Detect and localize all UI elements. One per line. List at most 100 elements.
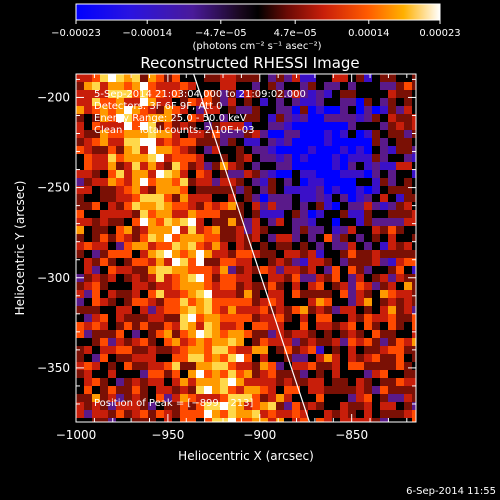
heatmap-cell bbox=[396, 218, 404, 226]
heatmap-cell bbox=[348, 322, 356, 330]
heatmap-cell bbox=[76, 306, 84, 314]
heatmap-cell bbox=[180, 298, 188, 306]
heatmap-cell bbox=[292, 322, 300, 330]
heatmap-cell bbox=[188, 306, 196, 314]
heatmap-cell bbox=[348, 154, 356, 162]
heatmap-cell bbox=[244, 282, 252, 290]
heatmap-cell bbox=[396, 410, 404, 418]
heatmap-cell bbox=[76, 218, 84, 226]
heatmap-cell bbox=[260, 330, 268, 338]
heatmap-cell bbox=[380, 98, 388, 106]
heatmap-cell bbox=[276, 218, 284, 226]
heatmap-cell bbox=[92, 146, 100, 154]
heatmap-cell bbox=[172, 322, 180, 330]
heatmap-cell bbox=[308, 338, 316, 346]
heatmap-cell bbox=[92, 338, 100, 346]
heatmap-cell bbox=[108, 418, 116, 422]
x-axis-label: Heliocentric X (arcsec) bbox=[178, 449, 314, 463]
heatmap-cell bbox=[276, 242, 284, 250]
heatmap-cell bbox=[412, 234, 416, 242]
heatmap-cell bbox=[396, 90, 404, 98]
heatmap-cell bbox=[388, 258, 396, 266]
heatmap-cell bbox=[124, 98, 132, 106]
heatmap-cell bbox=[388, 138, 396, 146]
heatmap-cell bbox=[348, 386, 356, 394]
heatmap-cell bbox=[124, 202, 132, 210]
heatmap-cell bbox=[172, 266, 180, 274]
heatmap-cell bbox=[268, 410, 276, 418]
heatmap-cell bbox=[388, 130, 396, 138]
heatmap-cell bbox=[148, 386, 156, 394]
heatmap-cell bbox=[180, 410, 188, 418]
heatmap-cell bbox=[84, 154, 92, 162]
heatmap-cell bbox=[220, 210, 228, 218]
heatmap-cell bbox=[220, 314, 228, 322]
heatmap-cell bbox=[164, 90, 172, 98]
heatmap-cell bbox=[124, 234, 132, 242]
heatmap-cell bbox=[212, 394, 220, 402]
heatmap-cell bbox=[124, 226, 132, 234]
heatmap-cell bbox=[364, 330, 372, 338]
heatmap-cell bbox=[100, 114, 108, 122]
heatmap-cell bbox=[380, 202, 388, 210]
heatmap-cell bbox=[276, 298, 284, 306]
heatmap-cell bbox=[364, 378, 372, 386]
heatmap-cell bbox=[164, 170, 172, 178]
heatmap-cell bbox=[84, 394, 92, 402]
heatmap-cell bbox=[188, 330, 196, 338]
heatmap-cell bbox=[204, 82, 212, 90]
heatmap-cell bbox=[276, 362, 284, 370]
heatmap-cell bbox=[228, 154, 236, 162]
heatmap-cell bbox=[324, 386, 332, 394]
heatmap-cell bbox=[148, 82, 156, 90]
heatmap-cell bbox=[356, 402, 364, 410]
heatmap-cell bbox=[84, 266, 92, 274]
heatmap-cell bbox=[116, 394, 124, 402]
heatmap-cell bbox=[236, 290, 244, 298]
heatmap-cell bbox=[324, 218, 332, 226]
heatmap-cell bbox=[308, 82, 316, 90]
heatmap-cell bbox=[148, 330, 156, 338]
heatmap-cell bbox=[316, 394, 324, 402]
heatmap-cell bbox=[220, 170, 228, 178]
heatmap-cell bbox=[276, 250, 284, 258]
heatmap-cell bbox=[132, 410, 140, 418]
heatmap-cell bbox=[332, 210, 340, 218]
heatmap-cell bbox=[260, 338, 268, 346]
heatmap-cell bbox=[268, 162, 276, 170]
heatmap-cell bbox=[100, 138, 108, 146]
heatmap-cell bbox=[228, 258, 236, 266]
heatmap-cell bbox=[356, 202, 364, 210]
heatmap-cell bbox=[332, 314, 340, 322]
heatmap-cell bbox=[332, 266, 340, 274]
heatmap-cell bbox=[236, 138, 244, 146]
heatmap-cell bbox=[228, 410, 236, 418]
heatmap-cell bbox=[372, 250, 380, 258]
heatmap-cell bbox=[396, 378, 404, 386]
heatmap-cell bbox=[100, 290, 108, 298]
heatmap-cell bbox=[116, 90, 124, 98]
heatmap-cell bbox=[204, 210, 212, 218]
heatmap-cell bbox=[276, 130, 284, 138]
heatmap-cell bbox=[228, 98, 236, 106]
heatmap-cell bbox=[268, 298, 276, 306]
heatmap-cell bbox=[276, 210, 284, 218]
heatmap-cell bbox=[140, 362, 148, 370]
heatmap-cell bbox=[308, 306, 316, 314]
heatmap-cell bbox=[132, 146, 140, 154]
heatmap-cell bbox=[316, 322, 324, 330]
heatmap-cell bbox=[204, 226, 212, 234]
heatmap-cell bbox=[276, 114, 284, 122]
heatmap-cell bbox=[276, 234, 284, 242]
heatmap-cell bbox=[196, 258, 204, 266]
heatmap-cell bbox=[228, 402, 236, 410]
heatmap-cell bbox=[292, 210, 300, 218]
heatmap-cell bbox=[308, 250, 316, 258]
heatmap-cell bbox=[188, 234, 196, 242]
heatmap-cell bbox=[316, 138, 324, 146]
heatmap-cell bbox=[292, 306, 300, 314]
heatmap-cell bbox=[220, 338, 228, 346]
heatmap-cell bbox=[188, 202, 196, 210]
heatmap-cell bbox=[388, 226, 396, 234]
heatmap-cell bbox=[340, 282, 348, 290]
